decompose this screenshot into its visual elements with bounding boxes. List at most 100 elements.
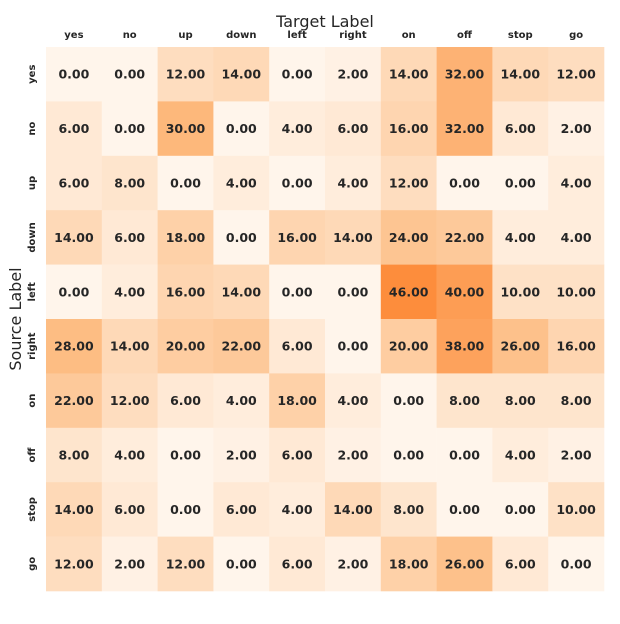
cell-value-label: 0.00 [337,339,368,354]
heatmap-cell [548,482,605,537]
heatmap-cell [269,373,326,429]
heatmap-cell [157,319,214,374]
y-tick-label: left [27,282,38,302]
heatmap-cell [213,47,270,102]
heatmap-cell [380,210,437,265]
heatmap-cell [325,536,382,592]
heatmap-cell [101,101,158,157]
heatmap-cell [325,101,382,157]
x-tick-label: left [287,30,307,41]
heatmap-cell [213,264,270,320]
heatmap-cell [380,264,437,320]
x-tick-labels: yes no up down left right on off stop go [64,30,583,41]
cell-value-label: 18.00 [277,393,317,408]
heatmap-cell [325,264,382,320]
heatmap-cell [436,482,493,537]
y-tick-label: right [27,332,38,360]
cell-value-label: 0.00 [282,67,313,82]
heatmap-cell [157,101,214,157]
heatmap-cell [101,155,158,211]
cell-value-label: 32.00 [445,67,485,82]
x-tick-label: off [457,30,473,41]
cell-value-label: 16.00 [166,284,206,299]
heatmap-cell [548,264,605,320]
heatmap-cell [436,319,493,374]
heatmap-cell [436,47,493,102]
cell-value-label: 46.00 [389,284,429,299]
heatmap-cell [157,210,214,265]
heatmap-cell [436,210,493,265]
cell-value-label: 8.00 [393,502,424,517]
x-tick-label: on [402,30,416,41]
cell-value-label: 2.00 [337,448,368,463]
cell-value-label: 2.00 [561,121,592,136]
cell-value-label: 0.00 [282,284,313,299]
heatmap-cell [213,373,270,429]
cell-value-label: 38.00 [445,339,485,354]
cell-value-label: 0.00 [170,448,201,463]
cell-value-label: 24.00 [389,230,429,245]
x-tick-label: go [569,30,583,41]
cell-value-label: 4.00 [337,176,368,191]
cell-value-label: 2.00 [226,448,257,463]
cell-value-label: 2.00 [337,67,368,82]
cell-value-label: 0.00 [282,176,313,191]
cell-value-label: 22.00 [222,339,262,354]
heatmap-cell [325,319,382,374]
cell-value-label: 4.00 [561,230,592,245]
x-tick-label: no [123,30,137,41]
heatmap-cell [46,47,103,102]
cell-value-label: 4.00 [282,121,313,136]
heatmap-cell [46,155,103,211]
heatmap-cell [46,101,103,157]
heatmap-cell [492,264,549,320]
y-tick-label: up [27,176,38,190]
cell-value-label: 14.00 [54,502,94,517]
y-tick-label: stop [27,497,38,522]
heatmap-cell [380,482,437,537]
cell-value-label: 6.00 [170,393,201,408]
y-tick-label: down [27,222,38,252]
heatmap-cell [548,427,605,483]
heatmap-cell [380,427,437,483]
cell-value-label: 22.00 [445,230,485,245]
cell-value-label: 8.00 [449,393,480,408]
cell-value-label: 6.00 [282,556,313,571]
cell-value-label: 14.00 [222,284,262,299]
heatmap-cell [46,319,103,374]
cell-value-label: 8.00 [505,393,536,408]
heatmap-cell [213,536,270,592]
cell-value-label: 14.00 [501,67,541,82]
heatmap-cell [380,101,437,157]
cell-value-label: 6.00 [226,502,257,517]
cell-value-label: 30.00 [166,121,206,136]
y-tick-label: on [27,394,38,408]
cell-value-label: 4.00 [337,393,368,408]
cell-value-label: 0.00 [226,230,257,245]
x-tick-label: down [226,30,256,41]
heatmap-cell [492,373,549,429]
cell-value-label: 0.00 [449,502,480,517]
cell-value-label: 4.00 [114,284,145,299]
cell-value-label: 12.00 [54,556,94,571]
cell-value-label: 0.00 [58,284,89,299]
heatmap-cell [492,101,549,157]
cell-value-label: 0.00 [114,67,145,82]
heatmap-cell [101,373,158,429]
heatmap-cell [492,47,549,102]
cell-value-label: 12.00 [556,67,596,82]
cell-value-label: 14.00 [333,502,373,517]
cell-value-label: 6.00 [58,176,89,191]
cell-value-label: 14.00 [389,67,429,82]
cell-value-label: 4.00 [561,176,592,191]
heatmap-cell [46,482,103,537]
heatmap-cell [46,210,103,265]
heatmap-cell [101,319,158,374]
cell-value-label: 14.00 [110,339,150,354]
heatmap-cell [436,536,493,592]
cell-value-label: 16.00 [277,230,317,245]
heatmap-cell [269,210,326,265]
heatmap-cell [380,155,437,211]
heatmap-cell [492,536,549,592]
heatmap-cell [492,427,549,483]
